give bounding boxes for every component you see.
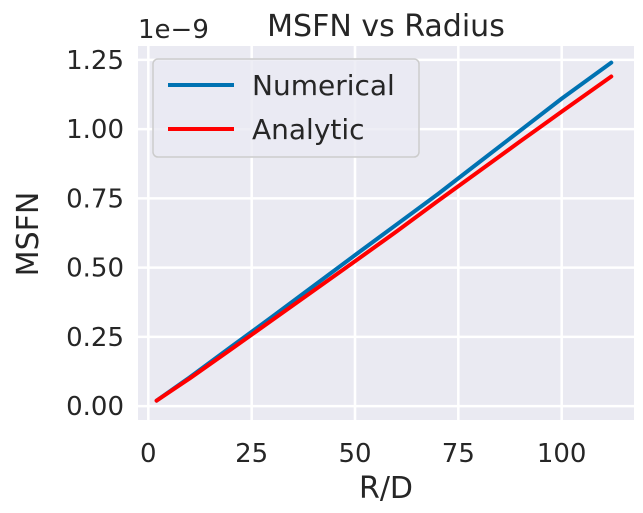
y-axis-offset-label: 1e−9 (138, 15, 209, 45)
y-tick-label: 0.25 (66, 323, 124, 353)
x-tick-label: 100 (537, 439, 587, 469)
y-axis-label: MSFN (11, 192, 46, 277)
legend: Numerical Analytic (152, 58, 420, 158)
x-tick-label: 50 (338, 439, 371, 469)
y-tick-label: 1.25 (66, 46, 124, 76)
x-tick-label: 75 (442, 439, 475, 469)
x-axis-label: R/D (359, 471, 413, 506)
y-tick-label: 1.00 (66, 115, 124, 145)
x-tick-label: 25 (235, 439, 268, 469)
legend-label-analytic: Analytic (252, 113, 365, 146)
x-axis-ticks: 0 25 50 75 100 (140, 439, 586, 469)
chart-title: MSFN vs Radius (267, 9, 505, 44)
y-tick-label: 0.50 (66, 254, 124, 284)
y-tick-label: 0.75 (66, 184, 124, 214)
legend-label-numerical: Numerical (252, 69, 395, 102)
series-lines (154, 60, 614, 403)
y-tick-label: 0.00 (66, 392, 124, 422)
y-axis-ticks: 0.00 0.25 0.50 0.75 1.00 1.25 (66, 46, 124, 422)
series-line-analytic (154, 74, 614, 403)
x-tick-label: 0 (140, 439, 157, 469)
